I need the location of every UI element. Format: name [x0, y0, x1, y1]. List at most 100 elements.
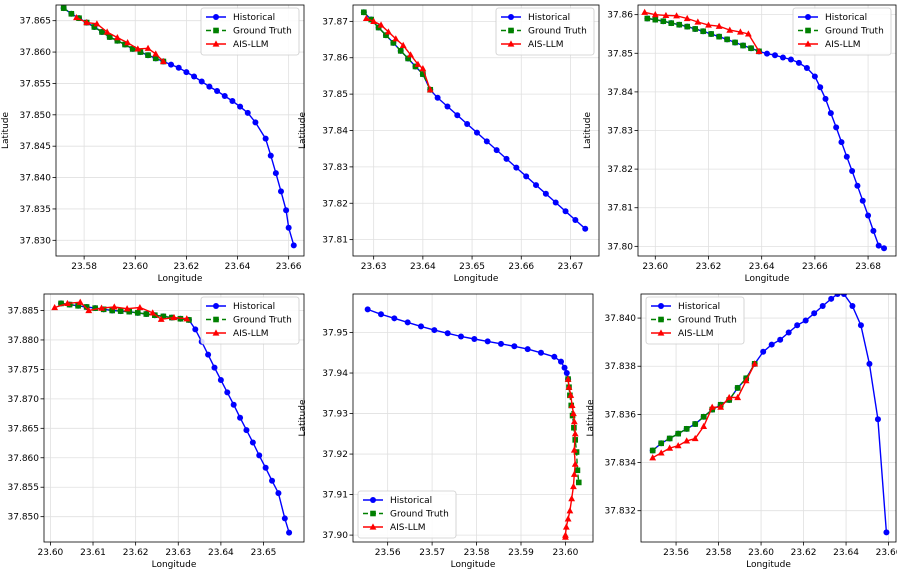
legend-label: Ground Truth — [233, 316, 292, 326]
data-point — [666, 435, 673, 442]
x-tick-label: 23.63 — [165, 548, 191, 558]
legend-label: Ground Truth — [390, 510, 449, 520]
legend: Historical Ground Truth AIS-LLM — [645, 296, 745, 345]
data-point — [870, 227, 877, 234]
x-tick-label: 23.64 — [410, 262, 436, 272]
y-tick-label: 37.94 — [322, 369, 348, 379]
data-point — [471, 335, 478, 342]
legend-marker — [212, 329, 220, 336]
x-tick-label: 23.58 — [464, 548, 490, 558]
data-point — [269, 477, 276, 484]
data-point — [649, 454, 657, 461]
data-point — [803, 64, 810, 71]
y-tick-label: 37.90 — [322, 531, 348, 541]
data-point — [458, 333, 464, 340]
data-point — [881, 245, 888, 252]
legend-label: Ground Truth — [825, 27, 884, 37]
data-point — [110, 303, 118, 310]
data-point — [283, 207, 290, 214]
data-point — [285, 224, 292, 231]
data-point — [83, 304, 90, 310]
y-tick-label: 37.870 — [8, 395, 40, 405]
legend-label: Historical — [390, 496, 432, 506]
y-tick-label: 37.87 — [322, 17, 348, 27]
data-point — [152, 50, 160, 57]
legend-marker — [213, 14, 219, 20]
legend-marker — [658, 316, 664, 323]
data-point — [811, 310, 818, 317]
data-point — [740, 42, 746, 49]
data-point — [444, 103, 451, 110]
data-point — [644, 15, 651, 22]
data-point — [854, 182, 861, 189]
data-point — [249, 439, 256, 446]
data-point — [106, 34, 113, 40]
y-tick-label: 37.85 — [322, 90, 348, 100]
data-point — [748, 45, 754, 52]
chart-panel-5: 23.56 23.57 23.58 23.59 23.60 37.90 37.91 37.92… — [298, 293, 594, 570]
y-tick-label: 37.82 — [607, 165, 633, 175]
data-point — [641, 8, 649, 15]
chart-panel-2: 23.63 23.64 23.65 23.66 23.67 37.81 37.82 37.83… — [298, 4, 600, 284]
legend: Historical Ground Truth AIS-LLM — [357, 490, 457, 539]
data-point — [85, 306, 93, 314]
data-point — [152, 55, 159, 62]
data-point — [149, 309, 157, 316]
data-point — [715, 22, 723, 29]
legend-marker — [805, 27, 811, 34]
x-tick-label: 23.64 — [225, 262, 251, 272]
data-point — [262, 135, 269, 142]
data-point — [865, 212, 872, 219]
data-point — [361, 9, 367, 16]
data-point — [662, 11, 670, 19]
data-point — [866, 360, 873, 367]
data-point — [419, 65, 427, 72]
legend-label: Ground Truth — [678, 316, 737, 326]
y-tick-label: 37.855 — [8, 483, 40, 493]
data-point — [857, 322, 864, 329]
y-tick-label: 37.865 — [20, 17, 52, 27]
series-line-ground-truth — [60, 302, 189, 321]
data-point — [708, 31, 714, 37]
data-point — [191, 73, 198, 80]
data-point — [874, 416, 881, 423]
data-point — [524, 346, 531, 353]
data-point — [134, 45, 142, 52]
x-tick-label: 23.62 — [696, 262, 722, 272]
data-point — [538, 349, 544, 356]
x-tick-label: 23.64 — [208, 548, 234, 558]
data-point — [834, 294, 841, 297]
y-tick-label: 37.836 — [605, 410, 637, 420]
legend-marker — [508, 27, 514, 34]
data-point — [256, 452, 263, 459]
data-point — [93, 20, 101, 27]
legend-marker — [370, 510, 376, 517]
x-axis-label: Longitude — [454, 274, 499, 284]
y-axis-label: Latitude — [1, 112, 11, 150]
data-point — [407, 51, 414, 58]
data-point — [744, 30, 752, 37]
data-point — [414, 60, 422, 67]
legend-box — [357, 490, 457, 539]
x-tick-label: 23.65 — [251, 548, 277, 558]
y-tick-label: 37.855 — [20, 79, 52, 89]
y-tick-label: 37.80 — [607, 242, 633, 252]
data-point — [657, 449, 665, 456]
data-point — [551, 353, 558, 360]
y-axis-label: Latitude — [586, 399, 596, 437]
data-point — [716, 33, 722, 40]
y-tick-label: 37.85 — [607, 49, 633, 59]
data-point — [397, 48, 404, 54]
data-point — [183, 315, 191, 322]
y-tick-label: 37.840 — [20, 174, 52, 184]
data-point — [574, 467, 581, 474]
data-point — [562, 523, 570, 530]
legend-label: AIS-LLM — [390, 523, 426, 533]
data-point — [224, 389, 231, 396]
x-tick-label: 23.66 — [802, 262, 828, 272]
x-tick-label: 23.59 — [508, 548, 534, 558]
data-point — [91, 24, 98, 30]
data-point — [840, 294, 847, 297]
legend-box — [645, 296, 745, 345]
y-axis-label: Latitude — [298, 112, 308, 150]
